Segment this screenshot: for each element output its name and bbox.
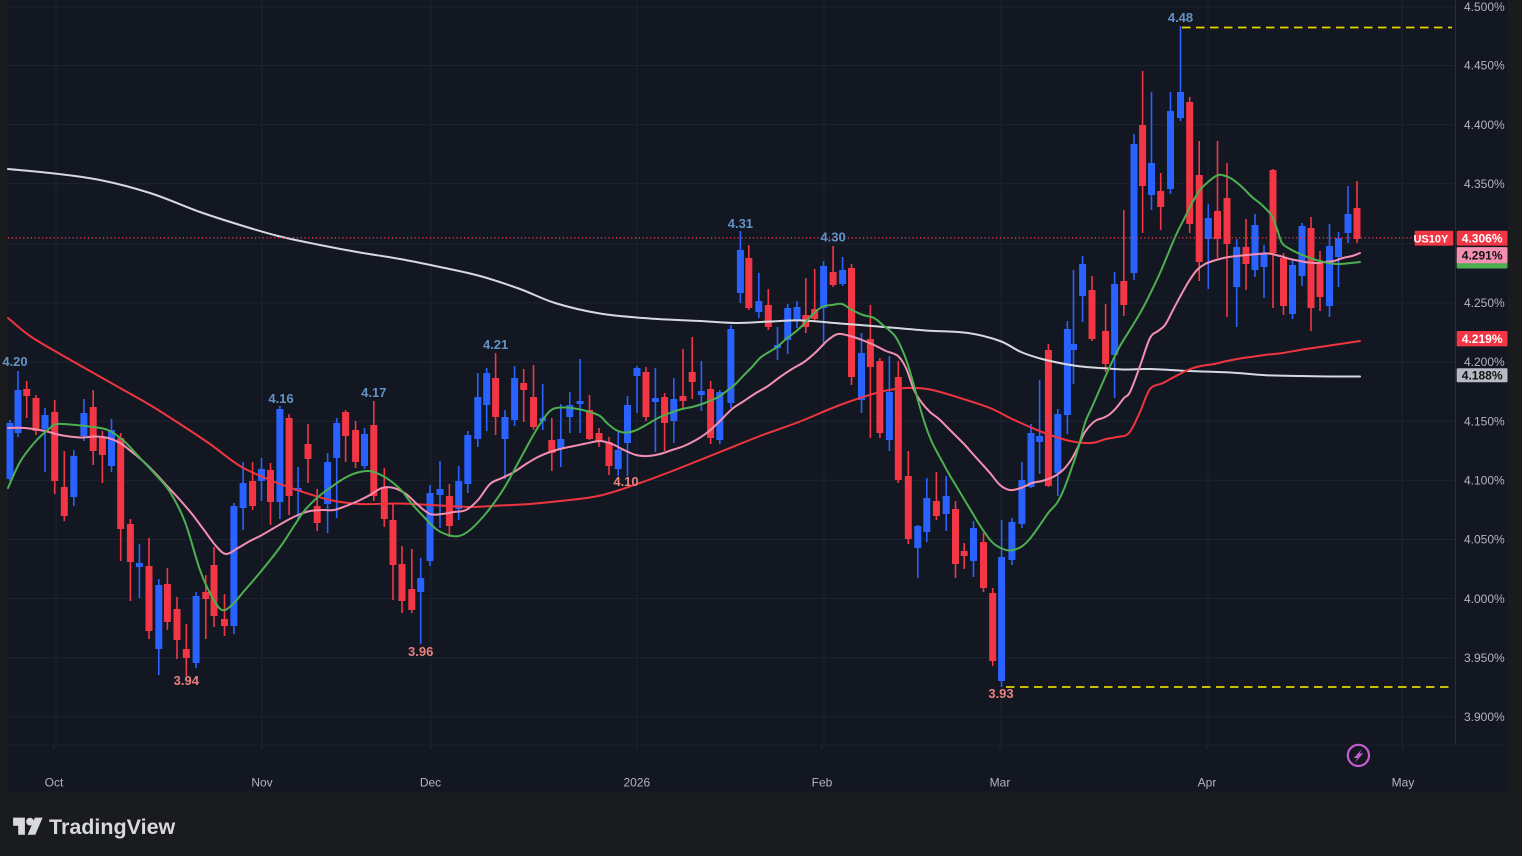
svg-text:3.96: 3.96 <box>408 644 433 659</box>
svg-text:4.10: 4.10 <box>613 474 638 489</box>
svg-text:Apr: Apr <box>1198 776 1217 790</box>
svg-text:4.350%: 4.350% <box>1464 177 1505 191</box>
svg-text:4.48: 4.48 <box>1168 10 1193 25</box>
svg-text:3.950%: 3.950% <box>1464 651 1505 665</box>
svg-text:4.16: 4.16 <box>268 391 293 406</box>
svg-text:4.050%: 4.050% <box>1464 533 1505 547</box>
svg-text:Oct: Oct <box>45 776 64 790</box>
svg-text:4.100%: 4.100% <box>1464 474 1505 488</box>
svg-text:3.94: 3.94 <box>174 673 200 688</box>
svg-text:4.500%: 4.500% <box>1464 0 1505 14</box>
svg-text:Mar: Mar <box>990 776 1011 790</box>
svg-text:4.31: 4.31 <box>728 216 753 231</box>
svg-text:4.306%: 4.306% <box>1462 231 1503 245</box>
svg-text:4.400%: 4.400% <box>1464 118 1505 132</box>
svg-text:4.250%: 4.250% <box>1464 296 1505 310</box>
svg-text:3.93: 3.93 <box>988 686 1013 701</box>
svg-text:2026: 2026 <box>623 776 650 790</box>
svg-text:3.900%: 3.900% <box>1464 710 1505 724</box>
svg-text:May: May <box>1392 776 1415 790</box>
svg-text:4.219%: 4.219% <box>1462 332 1503 346</box>
svg-text:4.188%: 4.188% <box>1462 369 1503 383</box>
svg-text:4.000%: 4.000% <box>1464 592 1505 606</box>
svg-text:4.17: 4.17 <box>361 385 386 400</box>
svg-text:Feb: Feb <box>812 776 833 790</box>
svg-text:Nov: Nov <box>251 776 272 790</box>
svg-text:4.450%: 4.450% <box>1464 59 1505 73</box>
svg-text:4.20: 4.20 <box>2 354 27 369</box>
svg-text:4.30: 4.30 <box>820 230 845 245</box>
svg-text:4.200%: 4.200% <box>1464 355 1505 369</box>
svg-text:TradingView: TradingView <box>49 815 176 839</box>
svg-text:4.150%: 4.150% <box>1464 414 1505 428</box>
svg-text:4.291%: 4.291% <box>1462 248 1503 262</box>
svg-text:US10Y: US10Y <box>1413 233 1449 245</box>
svg-text:Dec: Dec <box>420 776 441 790</box>
svg-text:4.21: 4.21 <box>483 337 508 352</box>
